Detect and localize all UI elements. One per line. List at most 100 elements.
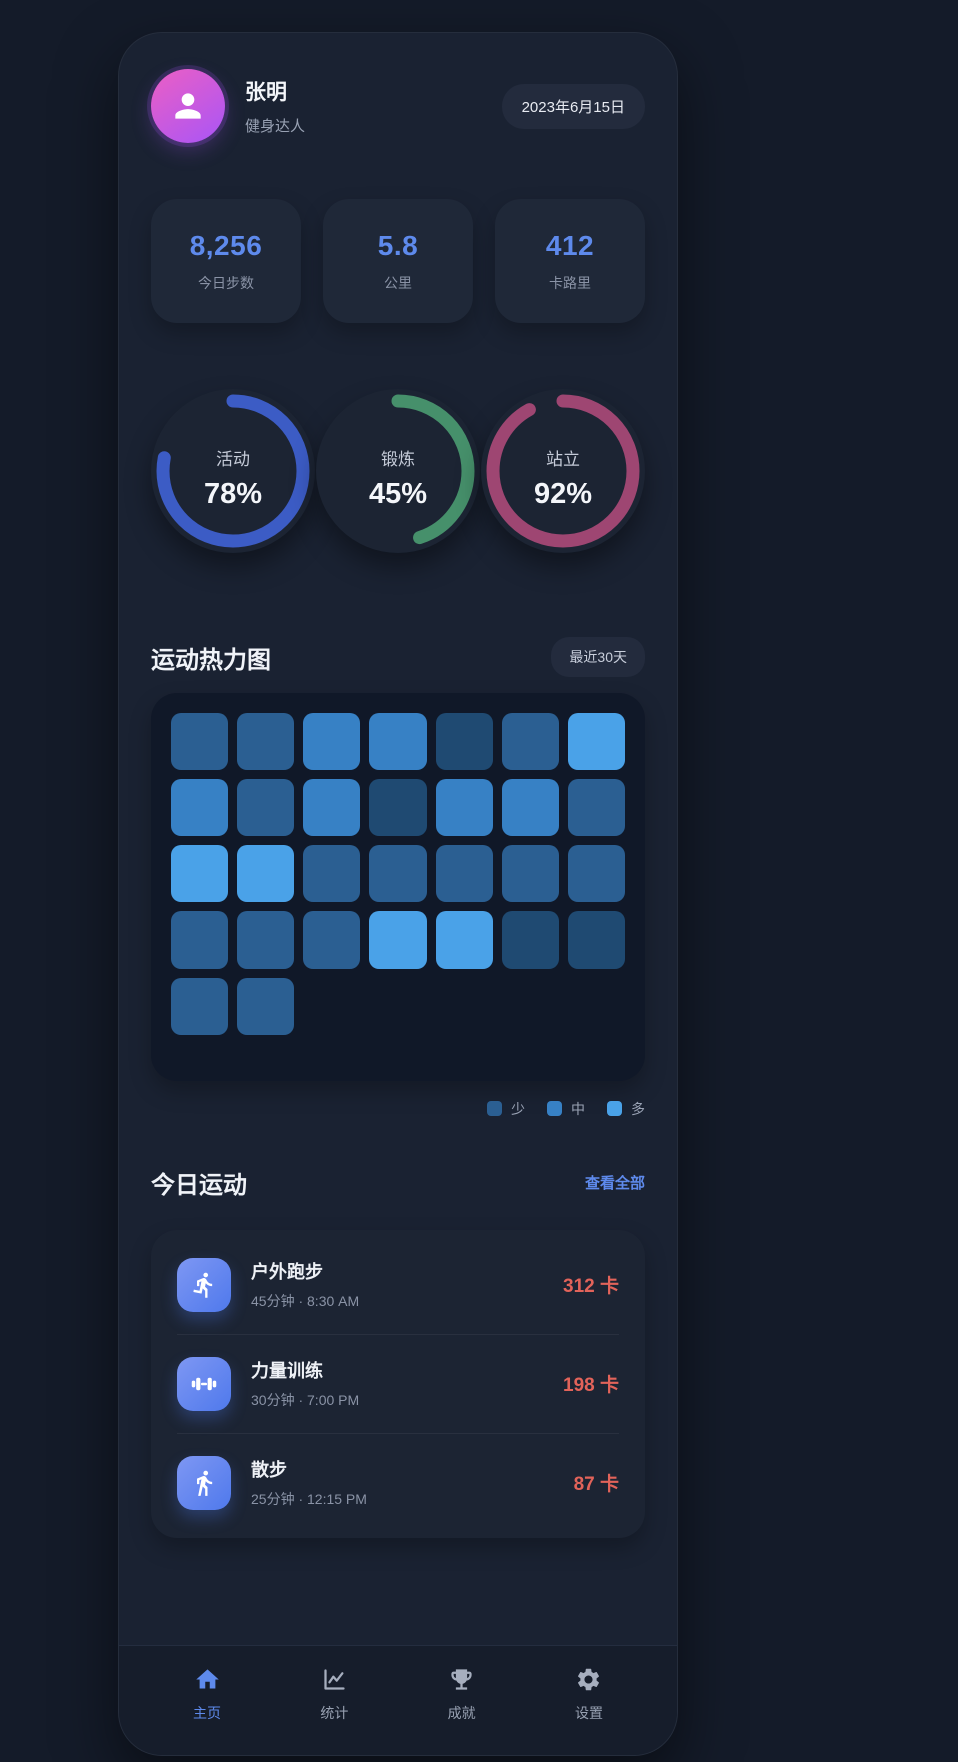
heat-cell[interactable]: [501, 845, 559, 903]
heat-cell[interactable]: [171, 911, 229, 969]
heat-cell[interactable]: [237, 713, 295, 771]
heat-cell[interactable]: [501, 713, 559, 771]
heat-cell[interactable]: [303, 845, 361, 903]
activity-title: 户外跑步: [251, 1262, 323, 1283]
heat-cell[interactable]: [567, 779, 625, 837]
user-subtitle: 健身达人: [245, 118, 306, 135]
stat-card-calories: 412 卡路里: [495, 199, 645, 323]
legend-label: 多: [631, 1100, 645, 1117]
activity-text: 力量训练 30分钟 · 7:00 PM: [251, 1357, 359, 1410]
ring-arc: [321, 394, 475, 548]
activity-calories: 87 卡: [573, 1474, 619, 1496]
heat-cell[interactable]: [171, 779, 229, 837]
activity-icon-badge: [177, 1257, 231, 1312]
today-header: 今日运动 查看全部: [151, 1165, 645, 1200]
ring-activity: 活动 78%: [151, 389, 315, 553]
nav-label: 主页: [193, 1705, 221, 1721]
date-badge: 2023年6月15日: [501, 83, 645, 129]
activity-row-strength[interactable]: 力量训练 30分钟 · 7:00 PM 198 卡: [177, 1335, 619, 1434]
heat-cell[interactable]: [435, 713, 493, 771]
heat-cell[interactable]: [435, 911, 493, 969]
nav-label: 成就: [447, 1705, 476, 1721]
heatmap-card: [151, 693, 645, 1081]
walker-icon: [197, 1470, 213, 1496]
today-title: 今日运动: [151, 1171, 247, 1199]
ring-exercise: 锻炼 45%: [316, 389, 480, 553]
heat-cell[interactable]: [501, 911, 559, 969]
dumbbell-icon: [191, 1377, 217, 1391]
heat-cell[interactable]: [369, 845, 427, 903]
heat-cell[interactable]: [369, 911, 427, 969]
heat-cell[interactable]: [171, 977, 229, 1035]
avatar[interactable]: [151, 69, 225, 143]
stat-value: 412: [545, 229, 595, 261]
heat-cell[interactable]: [435, 845, 493, 903]
heatmap-legend: 少 中 多: [151, 1099, 645, 1119]
ring-arc: [486, 394, 640, 548]
heat-cell[interactable]: [369, 779, 427, 837]
legend-swatch-low: [487, 1101, 502, 1117]
stats-row: 8,256 今日步数 5.8 公里 412 卡路里: [151, 199, 645, 323]
activity-icon-badge: [177, 1455, 231, 1510]
gear-icon: [578, 1668, 600, 1691]
heat-cell[interactable]: [567, 911, 625, 969]
activity-card: 户外跑步 45分钟 · 8:30 AM 312 卡 力量训练: [151, 1229, 645, 1538]
activity-meta: 45分钟 · 8:30 AM: [251, 1293, 360, 1310]
heat-cell[interactable]: [237, 977, 295, 1035]
heatmap-grid: [171, 713, 625, 1035]
heat-cell[interactable]: [171, 713, 229, 771]
heat-cell[interactable]: [567, 845, 625, 903]
activity-meta: 30分钟 · 7:00 PM: [251, 1392, 360, 1409]
nav-item-home[interactable]: 主页: [181, 1666, 233, 1723]
activity-title: 力量训练: [251, 1361, 323, 1382]
heat-cell[interactable]: [567, 713, 625, 771]
heat-cell[interactable]: [369, 713, 427, 771]
ring-percent: 92%: [533, 478, 593, 510]
nav-item-stats[interactable]: 统计: [308, 1666, 360, 1723]
user-meta: 张明 健身达人: [245, 76, 305, 136]
stat-label: 公里: [384, 274, 412, 291]
activity-row-running[interactable]: 户外跑步 45分钟 · 8:30 AM 312 卡: [177, 1236, 619, 1335]
activity-calories: 198 卡: [563, 1375, 619, 1397]
nav-item-achievements[interactable]: 成就: [436, 1666, 488, 1723]
view-all-link[interactable]: 查看全部: [584, 1174, 645, 1192]
stat-value: 5.8: [377, 229, 419, 261]
ring-label: 站立: [546, 450, 580, 469]
stat-card-distance: 5.8 公里: [323, 199, 473, 323]
bottom-nav: 主页 统计 成就 设置: [119, 1645, 677, 1755]
activity-text: 户外跑步 45分钟 · 8:30 AM: [251, 1258, 359, 1311]
activity-text: 散步 25分钟 · 12:15 PM: [251, 1456, 367, 1509]
heat-cell[interactable]: [303, 713, 361, 771]
nav-label: 设置: [574, 1705, 603, 1721]
ring-label: 活动: [216, 450, 250, 469]
heat-cell[interactable]: [237, 845, 295, 903]
stat-card-steps: 8,256 今日步数: [151, 199, 301, 323]
header: 张明 健身达人 2023年6月15日: [151, 69, 645, 143]
nav-item-settings[interactable]: 设置: [563, 1666, 615, 1723]
heat-cell[interactable]: [303, 911, 361, 969]
nav-label: 统计: [320, 1705, 349, 1721]
heat-cell[interactable]: [237, 911, 295, 969]
stat-value: 8,256: [189, 229, 263, 261]
stat-label: 今日步数: [198, 274, 254, 291]
user-name: 张明: [245, 81, 287, 104]
stat-label: 卡路里: [549, 274, 591, 291]
chart-icon: [324, 1669, 345, 1690]
heat-cell[interactable]: [237, 779, 295, 837]
heat-cell[interactable]: [171, 845, 229, 903]
user-icon: [175, 93, 201, 119]
ring-stand: 站立 92%: [481, 389, 645, 553]
activity-calories: 312 卡: [563, 1276, 619, 1298]
heat-cell[interactable]: [435, 779, 493, 837]
home-icon: [195, 1669, 219, 1689]
legend-swatch-mid: [547, 1101, 562, 1117]
activity-row-walk[interactable]: 散步 25分钟 · 12:15 PM 87 卡: [177, 1434, 619, 1532]
heatmap-header: 运动热力图 最近30天: [151, 637, 645, 677]
heat-cell[interactable]: [303, 779, 361, 837]
legend-label: 中: [571, 1100, 585, 1117]
legend-item-low: 少: [487, 1099, 525, 1119]
trophy-icon: [451, 1669, 472, 1690]
heat-cell[interactable]: [501, 779, 559, 837]
ring-percent: 45%: [368, 478, 428, 510]
heatmap-range-badge[interactable]: 最近30天: [551, 637, 645, 677]
